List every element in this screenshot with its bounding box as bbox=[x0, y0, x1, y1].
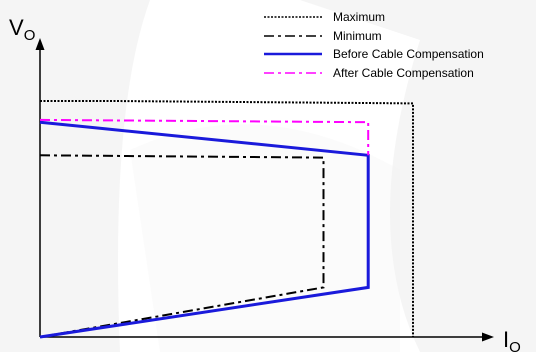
legend: Maximum Minimum Before Cable Compensatio… bbox=[264, 10, 484, 80]
x-axis-label-main: I bbox=[503, 327, 509, 352]
y-axis-label-main: V bbox=[9, 15, 24, 40]
legend-label-before-cable-compensation: Before Cable Compensation bbox=[333, 47, 484, 61]
x-axis-label: IO bbox=[503, 327, 521, 352]
legend-item-minimum: Minimum bbox=[264, 29, 382, 43]
legend-item-maximum: Maximum bbox=[264, 10, 385, 24]
series-line-before-cable-compensation bbox=[39, 120, 370, 339]
x-axis-arrow bbox=[482, 332, 494, 342]
y-axis-label: VO bbox=[9, 15, 35, 44]
legend-item-after-cable-compensation: After Cable Compensation bbox=[264, 66, 474, 80]
series-layer bbox=[39, 100, 414, 339]
x-axis-label-sub: O bbox=[509, 339, 521, 352]
legend-label-after-cable-compensation: After Cable Compensation bbox=[333, 66, 474, 80]
series-line-after-cable-compensation bbox=[39, 118, 370, 156]
axes: VO IO bbox=[9, 15, 521, 352]
legend-item-before-cable-compensation: Before Cable Compensation bbox=[264, 47, 484, 61]
y-axis-arrow bbox=[35, 38, 45, 50]
legend-label-minimum: Minimum bbox=[333, 29, 382, 43]
y-axis-label-sub: O bbox=[24, 27, 36, 44]
series-line-minimum bbox=[39, 154, 325, 338]
legend-label-maximum: Maximum bbox=[333, 10, 385, 24]
